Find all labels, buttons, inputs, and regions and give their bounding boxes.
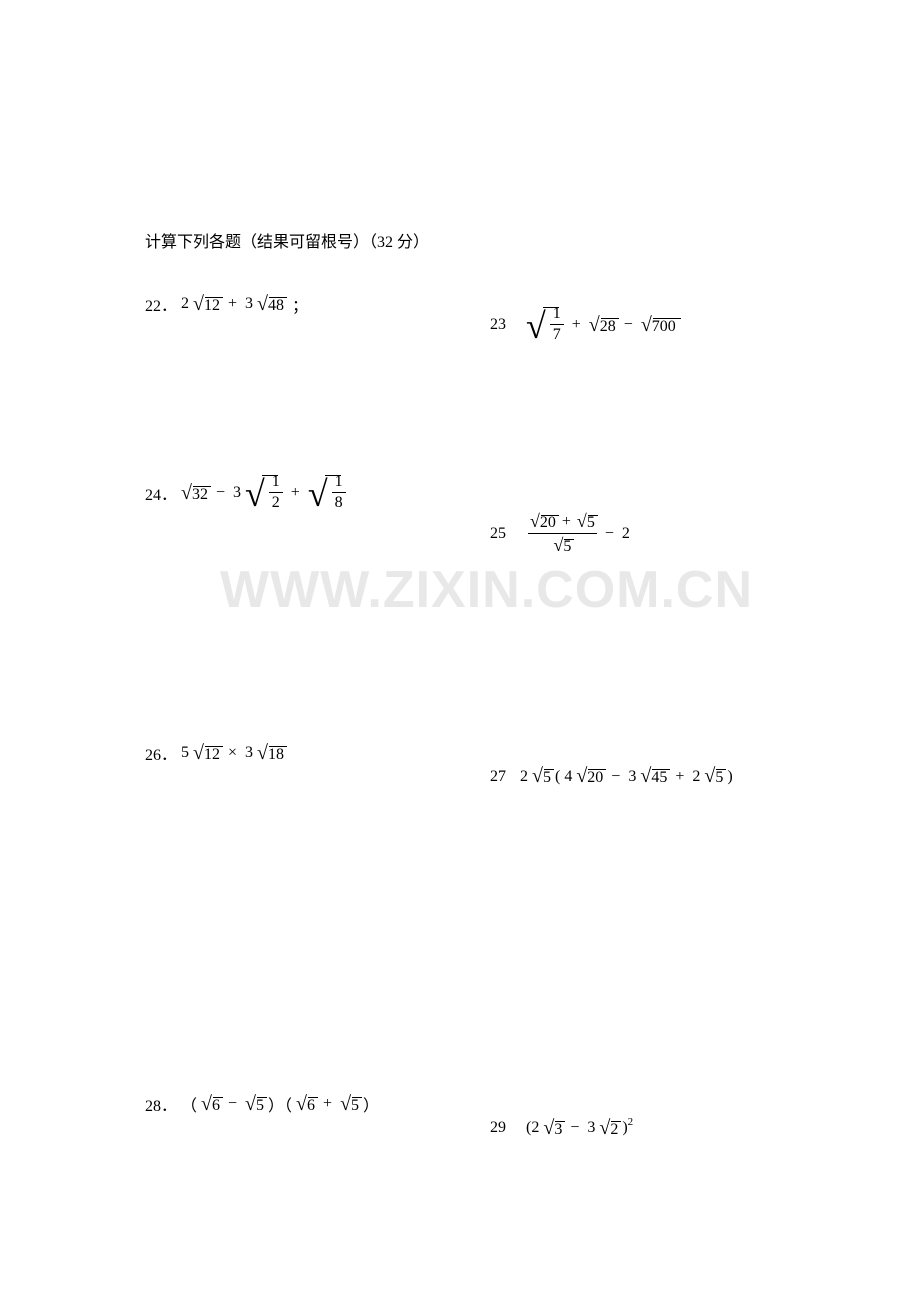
section-header-text: 计算下列各题（结果可留根号）（32 分） [145,234,429,251]
problem-number: 28． [145,1092,177,1116]
problem-27: 27 2 √5 ( 4 √20 − 3 √45 + 2 √5 ) [490,765,920,788]
problem-23: 23 √ 17 + √28 − √700 [490,306,920,344]
watermark: WWW.ZIXIN.COM.CN [220,560,753,620]
problem-28: 28． （ √6 − √5 ）（ √6 + √5 ） [145,1092,920,1116]
problem-expression: 5 √12 × 3 √18 [181,742,284,765]
problem-expression: 2 √12 + 3 √48 ； [181,292,308,316]
problem-26: 26． 5 √12 × 3 √18 [145,741,920,765]
problem-29: 29 (2 √3 − 3 √2 )2 [490,1116,920,1139]
section-header: 计算下列各题（结果可留根号）（32 分） [145,228,920,252]
problem-number: 24． [145,481,177,505]
problem-expression: (2 √3 − 3 √2 )2 [526,1116,633,1139]
problem-number: 23 [490,316,506,334]
problem-25: 25 √20 + √5 √5 − 2 [490,512,920,555]
watermark-text: WWW.ZIXIN.COM.CN [220,561,753,619]
problem-expression: √32 − 3 √ 12 + √ 18 [181,474,346,512]
problem-expression: √ 17 + √28 − √700 [526,306,676,344]
problem-number: 22． [145,292,177,316]
problem-number: 25 [490,525,506,543]
problem-expression: 2 √5 ( 4 √20 − 3 √45 + 2 √5 ) [520,765,733,788]
problem-24: 24． √32 − 3 √ 12 + √ 18 [145,474,920,512]
problem-number: 27 [490,768,506,786]
problem-number: 29 [490,1119,506,1137]
problem-expression: √20 + √5 √5 − 2 [528,512,630,555]
problem-expression: （ √6 − √5 ）（ √6 + √5 ） [181,1092,379,1116]
problem-number: 26． [145,741,177,765]
